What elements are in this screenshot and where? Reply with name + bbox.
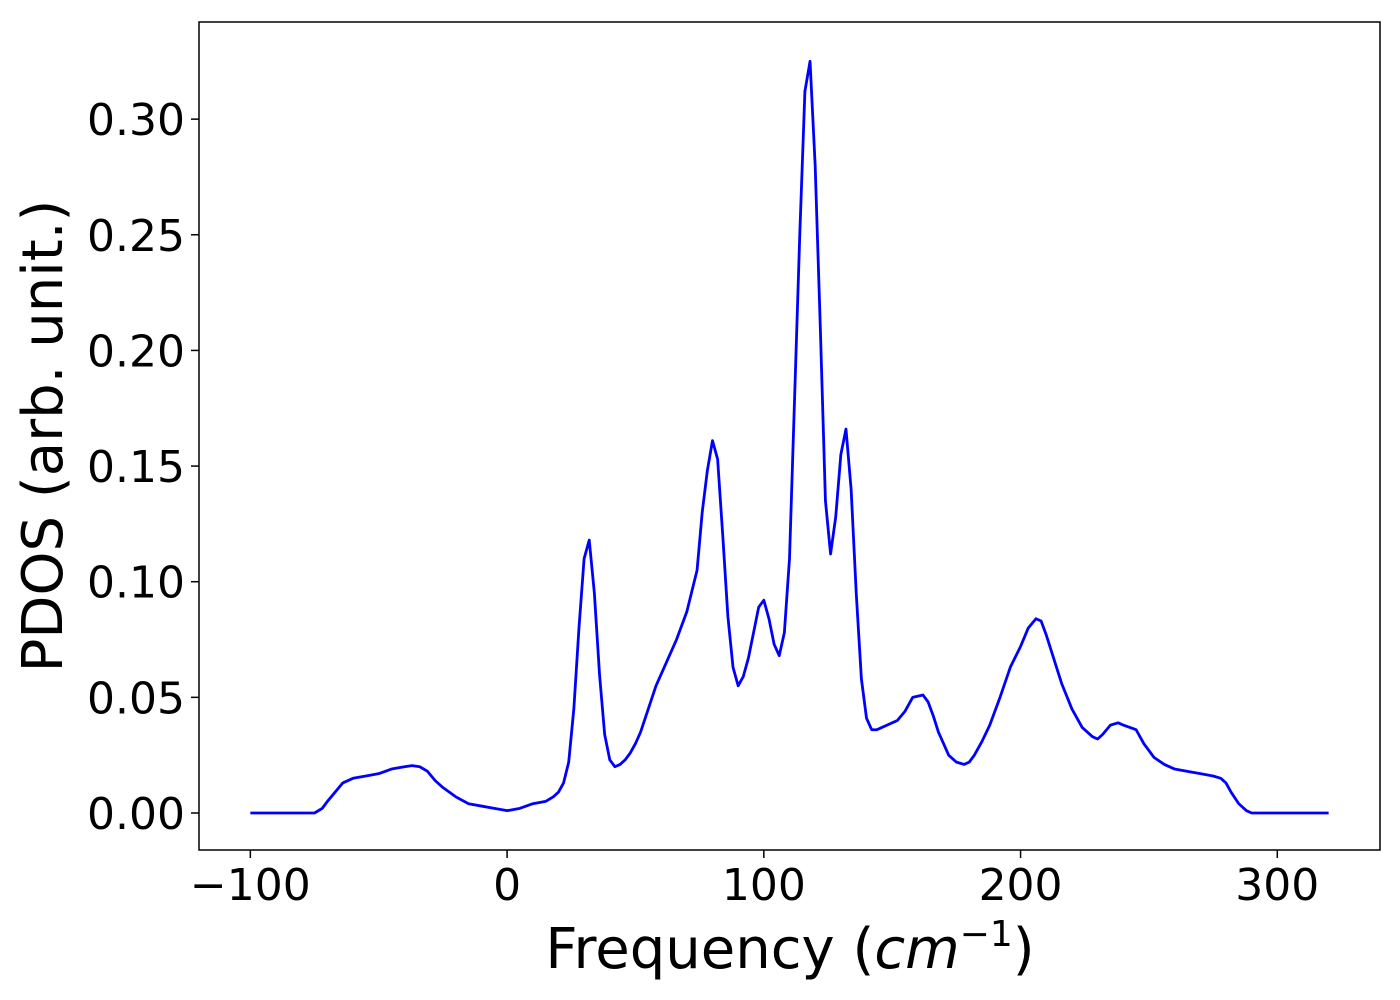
series-layer: [250, 59, 1329, 815]
y-tick-label: 0.05: [87, 673, 185, 724]
plot-frame: [198, 21, 1381, 851]
x-tick-label: 100: [722, 860, 806, 911]
y-axis-ticks: 0.00 0.05 0.10 0.15 0.20 0.25 0.30: [87, 95, 199, 840]
y-axis-title: PDOS (arb. unit.): [11, 200, 76, 673]
y-tick-label: 0.00: [87, 789, 185, 840]
series-line-0: [250, 59, 1329, 815]
y-tick-label: 0.20: [87, 326, 185, 377]
x-tick-label: 200: [979, 860, 1063, 911]
x-axis-title: Frequency (cm−1): [545, 914, 1034, 982]
y-tick-label: 0.30: [87, 95, 185, 146]
plot-background: [199, 22, 1380, 850]
y-tick-label: 0.25: [87, 211, 185, 262]
x-tick-label: 300: [1235, 860, 1319, 911]
y-tick-label: 0.15: [87, 442, 185, 493]
x-tick-label: 0: [493, 860, 521, 911]
y-tick-label: 0.10: [87, 558, 185, 609]
x-axis-ticks: −100 0 100 200 300: [190, 850, 1319, 911]
x-tick-label: −100: [190, 860, 311, 911]
